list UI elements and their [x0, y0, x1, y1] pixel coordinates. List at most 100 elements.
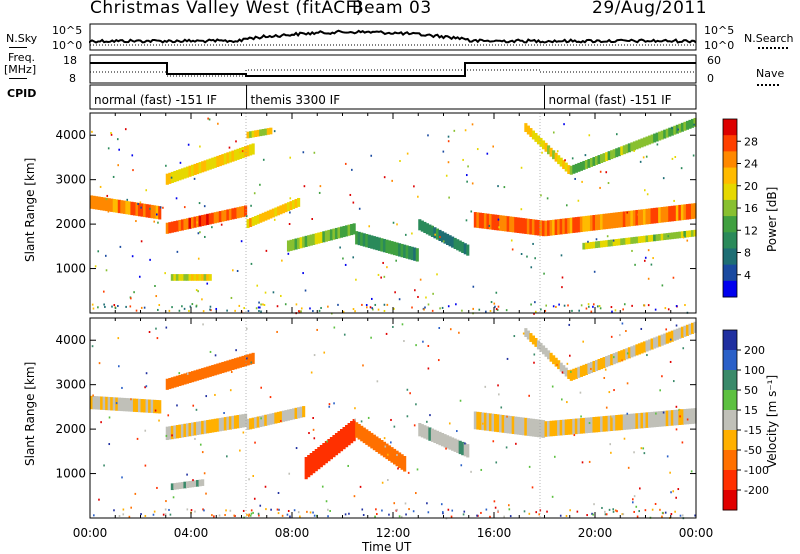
ground-speck — [661, 515, 663, 518]
echo-cell — [640, 209, 644, 225]
noise-speck — [669, 471, 671, 474]
echo-cell — [261, 212, 265, 222]
noise-speck — [178, 372, 181, 375]
echo-cell — [645, 235, 649, 243]
echo-cell — [97, 396, 101, 410]
echo-cell — [196, 369, 200, 381]
ground-speck — [313, 514, 316, 517]
noise-speck — [429, 414, 431, 417]
echo-cell — [241, 206, 245, 218]
echo-cell — [274, 207, 278, 217]
echo-cell — [516, 416, 520, 435]
echo-cell — [680, 326, 684, 338]
echo-cell — [663, 129, 667, 139]
noise-speck — [650, 263, 653, 266]
cpid-segment-text: normal (fast) -151 IF — [549, 93, 672, 107]
echo-cell — [678, 204, 682, 221]
ground-speck — [369, 306, 372, 309]
echo-cell — [617, 147, 621, 157]
echo-cell — [168, 377, 172, 390]
noise-speck — [288, 223, 291, 226]
echo-cell — [241, 147, 245, 159]
echo-cell — [337, 431, 341, 454]
echo-cell — [168, 222, 172, 234]
echo-cell — [519, 217, 523, 234]
noise-speck — [680, 167, 683, 170]
echo-cell — [423, 221, 427, 233]
echo-cell — [491, 214, 495, 230]
noise-speck — [195, 289, 198, 292]
noise-speck — [436, 273, 438, 276]
nsky-underline — [9, 47, 27, 48]
colorbar-tick-label: 28 — [744, 135, 758, 148]
noise-speck — [140, 240, 143, 243]
echo-cell — [289, 408, 293, 421]
ground-speck — [383, 303, 386, 306]
echo-cell — [352, 223, 356, 235]
echo-cell — [398, 452, 402, 468]
noise-speck — [505, 446, 508, 449]
echo-cell — [572, 217, 576, 233]
noise-speck — [508, 504, 510, 507]
noise-speck — [449, 328, 452, 331]
echo-cell — [595, 416, 599, 433]
ground-speck — [523, 510, 526, 513]
noise-speck — [615, 133, 618, 136]
ground-speck — [463, 510, 466, 513]
noise-speck — [607, 182, 610, 185]
echo-cell — [539, 220, 543, 236]
noise-speck — [673, 199, 675, 202]
echo-cell — [319, 445, 323, 468]
echo-cell — [675, 231, 679, 239]
noise-speck — [144, 429, 147, 432]
noise-speck — [580, 415, 582, 418]
noise-speck — [672, 276, 675, 279]
ground-speck — [535, 511, 538, 514]
noise-speck — [671, 127, 673, 130]
noise-speck — [661, 375, 663, 378]
echo-cell — [653, 234, 657, 242]
echo-cell — [584, 215, 589, 232]
echo-cell — [251, 217, 255, 226]
echo-cell — [175, 170, 179, 182]
ground-speck — [188, 309, 190, 312]
noise-speck — [197, 290, 199, 293]
echo-cell — [266, 128, 270, 135]
echo-cell — [605, 213, 609, 230]
ground-speck — [386, 303, 389, 306]
echo-cell — [196, 421, 200, 436]
echo-cell — [347, 423, 351, 446]
echo-cell — [193, 274, 197, 281]
noise-speck — [576, 510, 579, 513]
colorbar-swatch — [723, 280, 737, 298]
echo-cell — [191, 164, 195, 176]
ground-speck — [263, 304, 266, 307]
echo-cell — [655, 336, 659, 348]
noise-speck — [642, 447, 645, 450]
noise-speck — [570, 370, 572, 373]
echo-cell — [625, 211, 629, 227]
noise-speck — [413, 185, 415, 188]
noise-speck — [398, 298, 401, 301]
ground-speck — [117, 305, 119, 308]
noise-speck — [272, 291, 275, 294]
noise-speck — [121, 476, 123, 479]
ground-speck — [225, 509, 227, 512]
echo-cell — [395, 450, 399, 467]
colorbar-swatch — [723, 119, 737, 136]
echo-cell — [660, 334, 664, 346]
ground-speck — [276, 508, 279, 511]
echo-cell — [693, 229, 697, 237]
ground-speck — [592, 513, 594, 516]
noise-speck — [235, 140, 237, 143]
echo-cell — [188, 217, 192, 229]
echo-cell — [632, 236, 636, 244]
noise-speck — [417, 295, 419, 298]
noise-speck — [422, 340, 424, 343]
echo-cell — [627, 210, 631, 227]
noise-speck — [409, 392, 411, 395]
ground-speck — [451, 509, 454, 512]
echo-cell — [211, 365, 215, 377]
ground-speck — [252, 511, 254, 514]
echo-cell — [216, 155, 220, 167]
